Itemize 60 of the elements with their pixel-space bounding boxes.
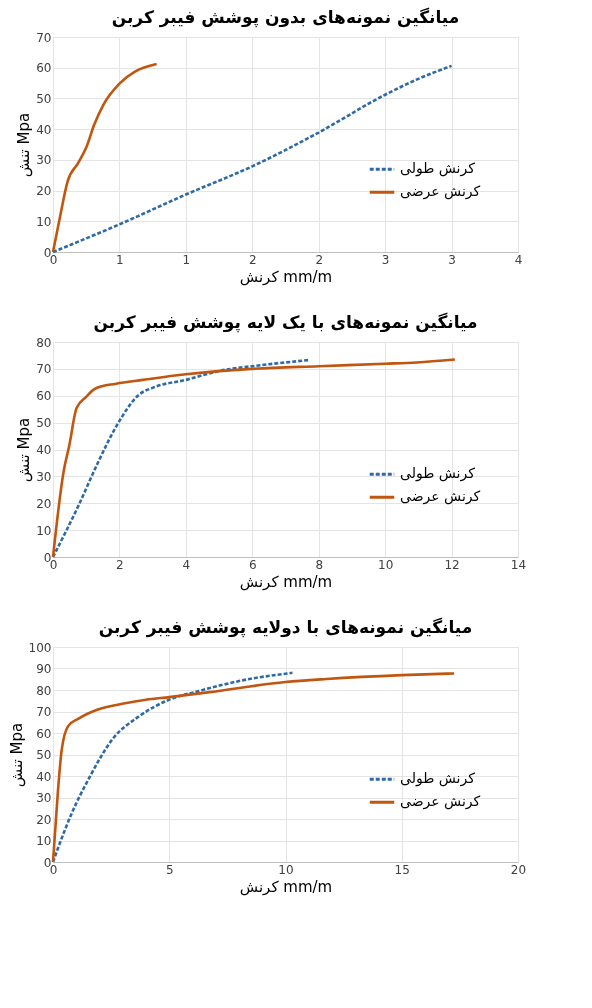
y-tick-label: 70 xyxy=(36,362,52,377)
x-tick-label: 3 xyxy=(381,252,390,267)
x-tick-label: 2 xyxy=(116,557,124,572)
x-axis-title: کرنش mm/m xyxy=(239,572,333,591)
x-tick-label: 10 xyxy=(378,557,394,572)
x-tick-label: 5 xyxy=(165,862,174,877)
x-tick-label: 12 xyxy=(444,557,460,572)
chart-title: میانگین نمونه‌های با دولایه پوشش فیبر کربن xyxy=(98,617,473,638)
x-tick-label: 3 xyxy=(448,252,456,267)
y-tick-label: 80 xyxy=(36,335,52,350)
y-axis-title: تنش Mpa xyxy=(15,417,34,483)
y-axis-title: تنش Mpa xyxy=(15,112,34,178)
line-series xyxy=(51,671,294,864)
x-tick-label: 4 xyxy=(514,252,523,267)
legend-label: کرنش طولی xyxy=(400,770,476,788)
y-tick-label: 40 xyxy=(36,769,52,784)
x-tick-label: 4 xyxy=(182,557,191,572)
x-tick-label: 8 xyxy=(315,557,324,572)
x-tick-label: 20 xyxy=(510,862,527,877)
x-tick-label: 15 xyxy=(394,862,410,877)
y-tick-label: 100 xyxy=(28,640,52,655)
y-tick-label: 70 xyxy=(36,30,52,45)
x-axis-title: کرنش mm/m xyxy=(239,267,333,286)
y-tick-label: 20 xyxy=(36,184,52,199)
y-tick-label: 10 xyxy=(36,523,52,538)
x-tick-label: 10 xyxy=(278,862,294,877)
legend-label: کرنش عرضی xyxy=(400,488,481,506)
legend-label: کرنش طولی xyxy=(400,465,476,483)
x-axis-title: کرنش mm/m xyxy=(239,877,333,896)
x-tick-label: 14 xyxy=(510,557,527,572)
y-tick-label: 90 xyxy=(36,662,52,676)
x-tick-label: 6 xyxy=(248,557,257,572)
y-tick-label: 40 xyxy=(36,122,52,137)
y-tick-label: 10 xyxy=(36,214,52,229)
x-tick-label: 1 xyxy=(116,252,124,267)
y-tick-label: 50 xyxy=(36,748,52,762)
y-axis-title: تنش Mpa xyxy=(7,722,26,788)
x-tick-label: 1 xyxy=(182,252,191,267)
x-tick-label: 2 xyxy=(315,252,324,267)
y-tick-label: 20 xyxy=(36,496,52,511)
x-tick-label: 2 xyxy=(248,252,257,267)
y-tick-label: 80 xyxy=(36,683,52,698)
line-series xyxy=(51,62,158,254)
y-tick-label: 10 xyxy=(36,834,52,848)
legend-label: کرنش عرضی xyxy=(400,183,481,201)
y-tick-label: 50 xyxy=(36,91,52,106)
y-tick-label: 30 xyxy=(36,791,52,805)
chart-title: میانگین نمونه‌های با یک لایه پوشش فیبر کربن xyxy=(93,312,478,333)
y-tick-label: 20 xyxy=(36,812,52,827)
y-tick-label: 60 xyxy=(36,61,52,76)
y-tick-label: 30 xyxy=(36,153,52,168)
y-tick-label: 40 xyxy=(36,443,52,457)
y-tick-label: 60 xyxy=(36,389,52,404)
y-tick-label: 50 xyxy=(36,416,52,431)
legend-label: کرنش طولی xyxy=(400,160,476,178)
legend-label: کرنش عرضی xyxy=(400,793,481,811)
y-tick-label: 70 xyxy=(36,705,52,719)
y-tick-label: 30 xyxy=(36,469,52,484)
chart-title: میانگین نمونه‌های بدون پوشش فیبر کربن xyxy=(111,7,460,28)
y-tick-label: 60 xyxy=(36,726,52,741)
